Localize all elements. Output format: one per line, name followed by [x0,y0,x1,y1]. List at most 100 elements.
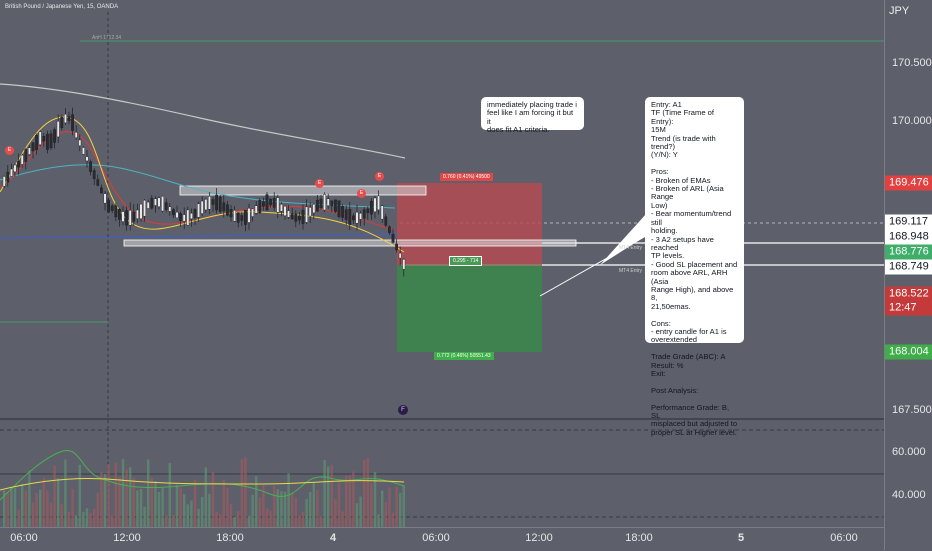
earnings-event-icon[interactable]: E [357,189,366,198]
volume-bar [251,494,254,527]
time-axis[interactable] [0,527,884,551]
price-tag-level: 168.749 [885,259,932,275]
candle [305,206,308,223]
take-profit-zone[interactable] [397,265,542,352]
candle [225,204,229,216]
candle [290,213,294,220]
volume-bar [21,483,24,527]
candle [308,207,312,217]
note-top[interactable]: immediately placing trade i feel like I … [481,97,584,134]
volume-bar [183,494,186,527]
candle [189,213,193,220]
candle [6,171,10,183]
volume-bar [53,465,56,527]
volume-bar [168,462,171,527]
volume-bar [337,483,341,527]
volume-bar [111,515,114,527]
candle [56,121,60,138]
candle [60,116,64,129]
candle [186,209,190,226]
ema-8-line [0,116,405,253]
volume-bar [273,486,276,527]
candle [168,206,172,212]
flag-event-icon[interactable]: F [398,405,408,415]
volume-bar [107,464,110,527]
volume-bar [211,471,215,527]
candle [103,193,107,204]
target-info-label: 0.772 (0.46%) 50551.43 [434,352,494,360]
candle [96,179,100,186]
volume-bar [75,515,78,527]
volume-bar [3,490,6,527]
volume-bar [82,512,85,527]
candle [146,201,150,209]
volume-bar [363,460,366,527]
candle [269,198,272,206]
price-tag-level: 169.117 [885,214,932,230]
volume-bar [237,511,240,527]
candle [49,133,53,149]
volume-bar [118,477,121,527]
ath-label: AnH 1712.34 [92,35,122,41]
volume-bar [370,483,373,527]
stop-info-label: 0.760 (0.41%) 49500 [440,173,493,181]
volume-bar [28,470,31,527]
volume-bar [42,478,45,527]
candle [280,204,283,212]
volume-bar [229,504,233,527]
earnings-event-icon[interactable]: E [315,179,324,188]
asia-range-high-box[interactable] [179,185,427,196]
stop-loss-zone[interactable] [397,183,542,265]
volume-bar [132,477,135,527]
candle [38,131,42,145]
candle [89,161,93,172]
volume-bar [46,490,49,527]
volume-bar [215,511,218,527]
price-tag-target: 168.004 [885,344,932,360]
note-trade-plan[interactable]: Entry: A1 TF (Time Frame of Entry): 15M … [645,97,744,437]
candlestick-series[interactable] [2,107,406,277]
volume-bar [402,485,405,527]
volume-bar [186,504,189,527]
earnings-event-icon[interactable]: E [5,146,14,155]
volume-bar [165,515,168,527]
candle [395,243,398,251]
candle [135,209,139,219]
candle [53,129,57,143]
candle [200,200,204,214]
volume-bar [57,478,60,527]
candle [81,147,85,155]
earnings-event-icon[interactable]: E [375,172,384,181]
volume-bar [93,508,96,527]
candle [164,202,168,210]
volume-bar [96,492,99,527]
volume-bar [129,467,132,527]
time-axis-label: 4 [329,532,337,544]
volume-bar [222,480,225,527]
asia-range-low-box[interactable] [123,239,577,247]
volume-bar [103,473,107,527]
price-tag-level: 168.948 [885,229,932,245]
candle [207,196,211,210]
volume-bar [154,481,157,527]
volume-bar [262,485,265,527]
volume-bar [10,487,13,527]
oscillator-green-line [0,450,405,501]
candle [74,132,78,138]
candle [67,116,71,121]
price-axis[interactable] [884,0,932,550]
blue-ema-line [0,233,401,239]
candle [316,199,319,212]
entry-box-label[interactable]: 0.295 - 714 [449,256,483,266]
volume-bar [89,513,92,527]
volume-bar [301,511,305,527]
candle [193,209,197,218]
volume-bar [71,488,74,527]
price-tag-current: 168.522 [885,286,932,302]
volume-bar [287,473,290,527]
volume-bar [309,492,312,527]
volume-bar [233,516,236,527]
time-axis-label: 06:00 [830,532,858,544]
volume-bar [348,474,351,527]
